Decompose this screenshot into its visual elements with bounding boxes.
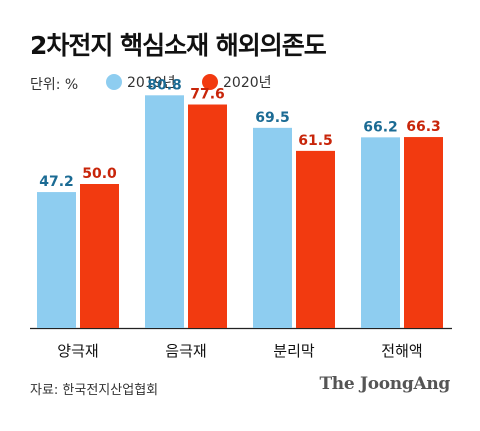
source-note: 자료: 한국전지산업협회 (30, 383, 159, 398)
category-label-2: 분리막 (273, 342, 315, 360)
unit-label: 단위: % (30, 77, 79, 93)
chart-title: 2차전지 핵심소재 해외의존도 (30, 31, 327, 60)
legend-label-2020: 2020년 (223, 75, 272, 91)
bar-2020-3 (404, 137, 443, 328)
value-label-2020-3: 66.3 (406, 119, 441, 135)
legend-label-2019: 2019년 (127, 75, 176, 91)
value-label-2019-3: 66.2 (363, 119, 398, 135)
value-label-2020-0: 50.0 (82, 166, 117, 182)
legend-swatch-2019 (106, 74, 122, 90)
value-label-2019-1: 80.8 (147, 77, 182, 93)
brand-logo: The JoongAng (319, 374, 450, 394)
bar-2020-2 (296, 150, 335, 328)
bar-2019-2 (253, 127, 292, 328)
category-label-1: 음극재 (165, 342, 206, 360)
value-label-2020-1: 77.6 (190, 87, 225, 103)
category-label-0: 양극재 (57, 342, 98, 360)
category-label-3: 전해액 (381, 342, 422, 360)
bar-2019-3 (361, 137, 400, 328)
legend-item-2019: 2019년 (106, 72, 176, 92)
value-label-2019-0: 47.2 (39, 174, 74, 190)
bar-2020-1 (188, 104, 227, 329)
bar-2019-0 (37, 192, 76, 328)
bar-2019-1 (145, 95, 184, 329)
value-label-2019-2: 69.5 (255, 110, 290, 126)
legend-swatch-2020 (202, 74, 218, 90)
value-label-2020-2: 61.5 (298, 133, 333, 149)
bar-2020-0 (80, 184, 119, 328)
legend-item-2020: 2020년 (202, 72, 272, 92)
